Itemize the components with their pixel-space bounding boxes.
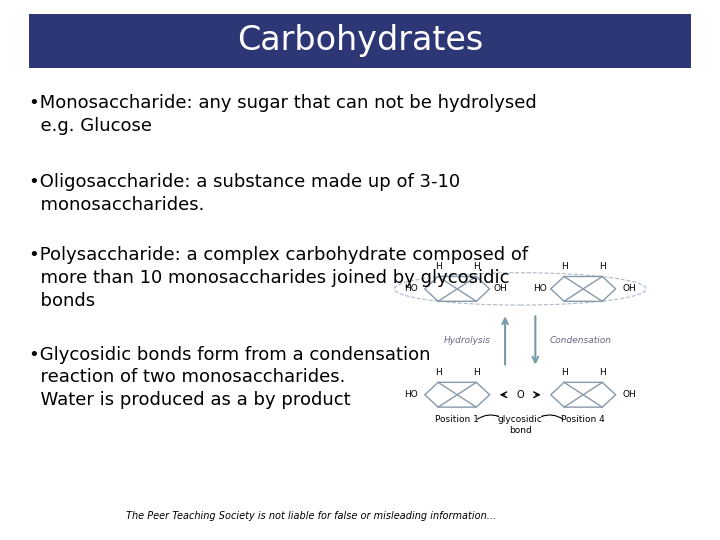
Text: •Glycosidic bonds form from a condensation
  reaction of two monosaccharides.
  : •Glycosidic bonds form from a condensati… <box>29 346 431 409</box>
Text: OH: OH <box>623 285 636 293</box>
Text: OH: OH <box>493 285 507 293</box>
Text: H: H <box>561 368 567 377</box>
Text: HO: HO <box>534 285 547 293</box>
Text: H: H <box>561 262 567 271</box>
Text: H: H <box>599 368 606 377</box>
Text: OH: OH <box>623 390 636 399</box>
Text: Condensation: Condensation <box>550 336 612 345</box>
FancyBboxPatch shape <box>29 14 691 68</box>
Text: Position 1: Position 1 <box>436 415 479 424</box>
Text: Hydrolysis: Hydrolysis <box>444 336 491 345</box>
FancyArrowPatch shape <box>542 415 563 419</box>
Text: H: H <box>435 262 441 271</box>
Text: •Monosaccharide: any sugar that can not be hydrolysed
  e.g. Glucose: •Monosaccharide: any sugar that can not … <box>29 94 536 136</box>
Text: H: H <box>599 262 606 271</box>
Text: Carbohydrates: Carbohydrates <box>237 24 483 57</box>
Text: H: H <box>435 368 441 377</box>
Text: •Polysaccharide: a complex carbohydrate composed of
  more than 10 monosaccharid: •Polysaccharide: a complex carbohydrate … <box>29 246 528 309</box>
FancyArrowPatch shape <box>477 415 498 419</box>
Text: glycosidic
bond: glycosidic bond <box>498 415 543 435</box>
Text: H: H <box>473 262 480 271</box>
Text: HO: HO <box>404 390 418 399</box>
Text: H: H <box>473 368 480 377</box>
Text: •Oligosaccharide: a substance made up of 3-10
  monosaccharides.: •Oligosaccharide: a substance made up of… <box>29 173 460 214</box>
Text: O: O <box>516 390 524 400</box>
Text: Position 4: Position 4 <box>562 415 605 424</box>
Text: The Peer Teaching Society is not liable for false or misleading information...: The Peer Teaching Society is not liable … <box>126 511 496 521</box>
Text: HO: HO <box>404 285 418 293</box>
